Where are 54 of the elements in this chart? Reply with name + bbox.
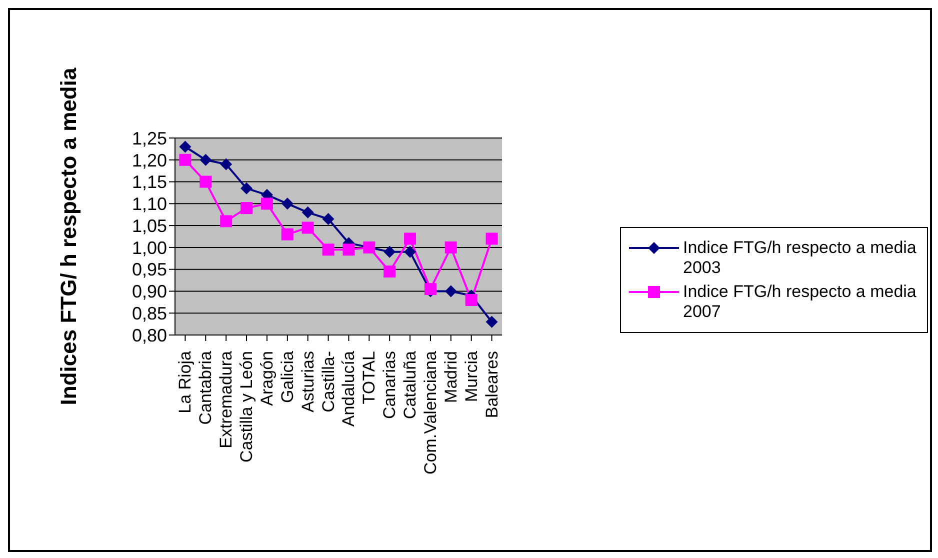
point	[200, 154, 212, 166]
point	[179, 140, 192, 153]
point	[240, 202, 253, 214]
x-tick-label: Baleares	[482, 351, 502, 418]
x-tick-label: Extremadura	[216, 350, 236, 448]
y-tick-label: 1,00	[132, 238, 167, 258]
y-tick-label: 1,20	[132, 150, 167, 170]
y-tick-label: 0,95	[132, 260, 167, 280]
point	[200, 176, 212, 188]
x-tick-label: Cantabria	[196, 350, 216, 425]
legend-label: Indice FTG/h respecto a media 2003	[683, 238, 918, 278]
x-tick-label: Madrid	[441, 351, 460, 403]
y-tick-label: 1,15	[132, 172, 167, 192]
point	[404, 246, 416, 258]
x-tick-label: Com.Valenciana	[420, 350, 440, 474]
y-tick-label: 1,10	[132, 194, 167, 214]
x-tick-label: Asturias	[298, 351, 318, 412]
legend-label: Indice FTG/h respecto a media 2007	[683, 282, 918, 322]
x-tick-label: Canarias	[380, 351, 400, 420]
y-tick-label: 0,80	[132, 325, 167, 346]
y-tick-label: 0,85	[132, 304, 167, 324]
point	[260, 198, 273, 210]
point	[342, 244, 355, 256]
point	[384, 266, 396, 278]
point	[384, 246, 396, 258]
x-tick-label: Castilla-	[318, 351, 338, 412]
y-axis-title: Indices FTG/ h respecto a media	[56, 67, 81, 406]
x-tick-label: Andalucía	[339, 350, 358, 427]
point	[302, 206, 314, 218]
point	[486, 316, 498, 328]
point	[444, 285, 457, 298]
point	[404, 232, 416, 245]
x-tick-label: Aragón	[257, 351, 276, 406]
point	[486, 232, 498, 245]
point	[220, 158, 232, 170]
point	[322, 212, 334, 225]
x-tick-label: Galicia	[278, 350, 297, 403]
x-tick-label: Castilla y León	[237, 351, 256, 463]
point	[220, 215, 232, 228]
y-tick-label: 0,90	[132, 282, 167, 302]
point	[465, 294, 478, 306]
x-tick-label: Cataluña	[400, 350, 420, 420]
point	[322, 244, 334, 256]
x-tick-label: TOTAL	[360, 351, 379, 404]
point	[281, 198, 294, 210]
x-tick-label: Murcia	[462, 350, 481, 402]
point	[240, 182, 253, 194]
y-tick-label: 1,25	[132, 128, 167, 148]
x-tick-label: La Rioja	[176, 350, 195, 414]
point	[444, 241, 457, 254]
y-tick-label: 1,05	[132, 216, 167, 236]
point	[179, 154, 192, 166]
point	[302, 222, 314, 234]
point	[281, 228, 294, 240]
